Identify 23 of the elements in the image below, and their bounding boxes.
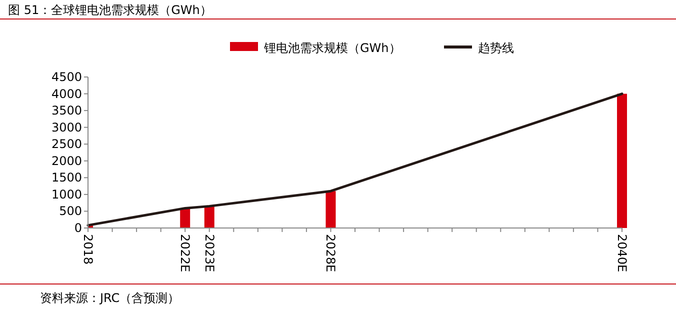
x-tick-label: 2022E	[178, 234, 192, 272]
y-tick-label: 1000	[51, 187, 82, 202]
y-tick-label: 3000	[51, 120, 82, 134]
y-tick-label: 2000	[51, 154, 82, 168]
bar	[326, 191, 336, 228]
y-tick-label: 4500	[51, 70, 82, 84]
x-tick-label: 2023E	[202, 234, 216, 272]
bar	[617, 94, 627, 228]
y-tick-label: 3500	[51, 104, 82, 118]
y-tick-label: 500	[59, 204, 82, 218]
bar	[204, 206, 214, 228]
legend-label: 锂电池需求规模（GWh）	[263, 41, 401, 55]
y-tick-label: 0	[74, 221, 82, 235]
x-tick-label: 2040E	[615, 234, 629, 272]
text: 资料来源：JRC（含预测）	[40, 291, 180, 305]
x-tick-label: 2028E	[324, 234, 338, 272]
y-tick-label: 1500	[51, 170, 82, 185]
legend-label: 趋势线	[478, 41, 514, 55]
y-tick-label: 4000	[51, 86, 82, 101]
y-tick-label: 2500	[51, 137, 82, 152]
chart-title: 图 51：全球锂电池需求规模（GWh）	[8, 3, 212, 17]
x-tick-label: 2018	[81, 234, 95, 265]
bar	[180, 208, 190, 228]
